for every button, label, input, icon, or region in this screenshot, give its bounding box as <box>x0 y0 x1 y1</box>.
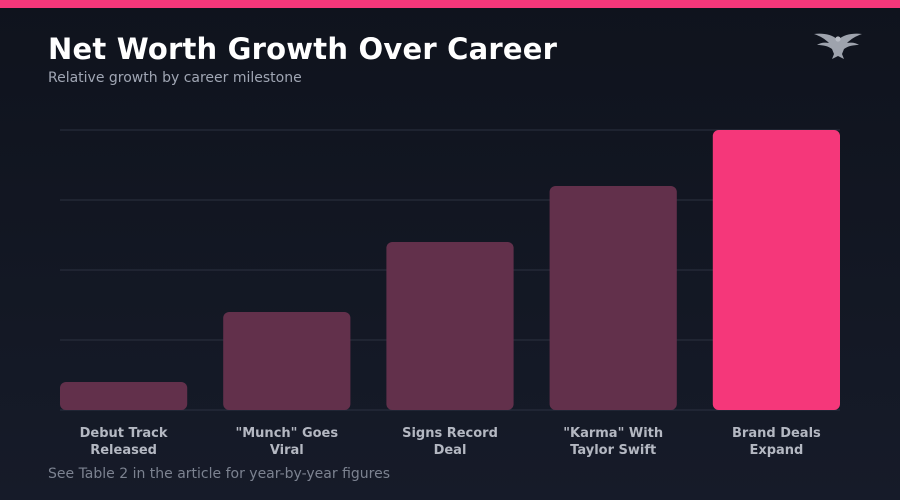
bar-1 <box>60 382 188 410</box>
x-tick-label: Brand Deals <box>732 426 821 441</box>
x-tick-label: "Karma" With <box>563 426 663 441</box>
x-tick-label: Signs Record <box>402 426 498 441</box>
accent-top-bar <box>0 0 900 8</box>
chart-subtitle: Relative growth by career milestone <box>48 70 302 86</box>
x-tick-label: "Munch" Goes <box>235 426 338 441</box>
x-tick-label: Viral <box>270 443 304 458</box>
x-tick-label: Expand <box>749 443 803 458</box>
footnote: See Table 2 in the article for year-by-y… <box>48 466 391 482</box>
x-tick-label: Released <box>90 443 157 458</box>
bar-5 <box>712 130 840 410</box>
chart-title: Net Worth Growth Over Career <box>48 32 558 66</box>
x-tick-label: Deal <box>434 443 467 458</box>
bar-2 <box>223 312 351 410</box>
x-tick-label: Taylor Swift <box>570 443 656 458</box>
bar-4 <box>549 186 677 410</box>
eagle-icon <box>814 33 862 59</box>
bar-3 <box>386 242 514 410</box>
x-tick-label: Debut Track <box>80 426 168 441</box>
